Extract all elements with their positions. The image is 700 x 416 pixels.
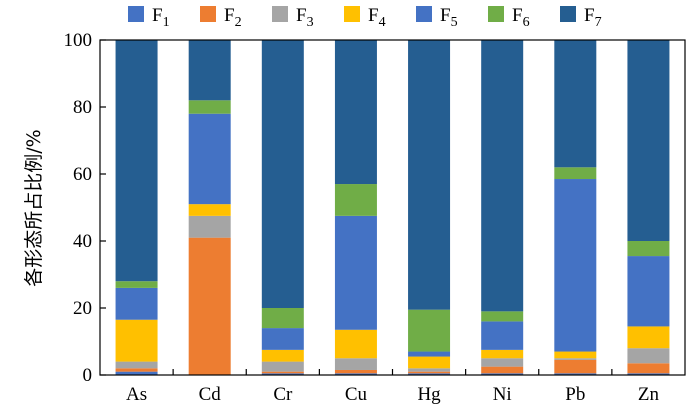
bar-ni-f6 xyxy=(481,311,524,322)
bar-hg-f1 xyxy=(408,373,451,375)
bar-pb-f5 xyxy=(554,179,597,352)
y-tick-label: 60 xyxy=(73,164,92,185)
legend-label-f1: F1 xyxy=(152,5,170,30)
bars xyxy=(115,40,670,375)
bar-zn-f1 xyxy=(627,373,670,375)
bar-as-f7 xyxy=(115,40,158,282)
bar-ni-f4 xyxy=(481,349,524,359)
bar-zn-f2 xyxy=(627,363,670,374)
bar-cr-f4 xyxy=(261,349,304,362)
x-tick-label: Pb xyxy=(565,384,585,405)
bar-cr-f7 xyxy=(261,40,304,308)
bar-hg-f7 xyxy=(408,40,451,310)
bar-cd-f3 xyxy=(188,215,231,238)
legend-swatch-f2 xyxy=(200,6,216,22)
x-tick-label: Cd xyxy=(199,384,222,405)
bar-cr-f3 xyxy=(261,361,304,372)
bar-zn-f3 xyxy=(627,348,670,364)
bar-cu-f4 xyxy=(334,329,377,359)
x-tick-label: Cr xyxy=(273,384,293,405)
bar-zn-f7 xyxy=(627,40,670,241)
x-tick-label: As xyxy=(126,384,147,405)
bar-cr-f1 xyxy=(261,373,304,375)
bar-as-f1 xyxy=(115,371,158,375)
bar-pb-f2 xyxy=(554,359,597,374)
bar-as-f4 xyxy=(115,319,158,362)
y-tick-label: 100 xyxy=(64,30,93,51)
bar-ni-f3 xyxy=(481,358,524,367)
y-tick-label: 20 xyxy=(73,298,92,319)
y-tick-label: 0 xyxy=(83,365,93,386)
y-tick-label: 80 xyxy=(73,97,92,118)
bar-cr-f6 xyxy=(261,308,304,329)
bar-pb-f3 xyxy=(554,358,597,360)
bar-hg-f3 xyxy=(408,368,451,372)
legend-label-f2: F2 xyxy=(224,5,242,30)
bar-as-f5 xyxy=(115,287,158,320)
bar-as-f6 xyxy=(115,281,158,288)
legend-swatch-f7 xyxy=(560,6,576,22)
legend-swatch-f1 xyxy=(128,6,144,22)
bar-as-f2 xyxy=(115,368,158,372)
bar-hg-f2 xyxy=(408,371,451,374)
legend-swatch-f5 xyxy=(416,6,432,22)
bar-cu-f2 xyxy=(334,369,377,374)
bar-cu-f7 xyxy=(334,40,377,185)
y-axis-title: 各形态所占比例/% xyxy=(23,129,45,286)
bar-hg-f5 xyxy=(408,351,451,357)
bar-cr-f2 xyxy=(261,371,304,374)
bar-pb-f4 xyxy=(554,351,597,359)
bar-ni-f5 xyxy=(481,321,524,350)
bar-cu-f1 xyxy=(334,373,377,375)
x-tick-label: Zn xyxy=(638,384,660,405)
bar-zn-f6 xyxy=(627,241,670,257)
bar-ni-f2 xyxy=(481,366,524,374)
bar-hg-f4 xyxy=(408,356,451,369)
bar-pb-f7 xyxy=(554,40,597,168)
legend-swatch-f3 xyxy=(272,6,288,22)
bar-cu-f5 xyxy=(334,215,377,330)
legend-label-f5: F5 xyxy=(440,5,458,30)
plot-frame xyxy=(99,39,686,376)
bar-cu-f3 xyxy=(334,358,377,370)
x-tick-label: Cu xyxy=(345,384,368,405)
legend-swatch-f4 xyxy=(344,6,360,22)
bar-cd-f7 xyxy=(188,40,231,101)
legend-label-f4: F4 xyxy=(368,5,386,30)
bar-cd-f5 xyxy=(188,113,231,205)
legend-label-f6: F6 xyxy=(512,5,530,30)
bar-ni-f7 xyxy=(481,40,524,312)
legend-swatch-f6 xyxy=(488,6,504,22)
bar-zn-f4 xyxy=(627,326,670,349)
legend: F1 F2 F3 F4 F5 F6 F7 xyxy=(128,5,602,30)
legend-label-f7: F7 xyxy=(584,5,602,30)
bar-pb-f1 xyxy=(554,373,597,375)
bar-ni-f1 xyxy=(481,373,524,375)
bar-cd-f2 xyxy=(188,237,231,375)
bar-cd-f4 xyxy=(188,204,231,216)
x-tick-label: Ni xyxy=(493,384,512,405)
bar-cr-f5 xyxy=(261,328,304,350)
legend-label-f3: F3 xyxy=(296,5,314,30)
bar-pb-f6 xyxy=(554,167,597,180)
bar-cd-f6 xyxy=(188,100,231,114)
y-tick-label: 40 xyxy=(73,231,92,252)
bar-as-f3 xyxy=(115,361,158,369)
bar-cu-f6 xyxy=(334,184,377,216)
bar-zn-f5 xyxy=(627,256,670,327)
axes: 0 20 40 60 80 100 As Cd Cr Cu Hg Ni Pb Zn xyxy=(64,30,686,405)
bar-hg-f6 xyxy=(408,309,451,352)
x-tick-label: Hg xyxy=(417,384,441,405)
